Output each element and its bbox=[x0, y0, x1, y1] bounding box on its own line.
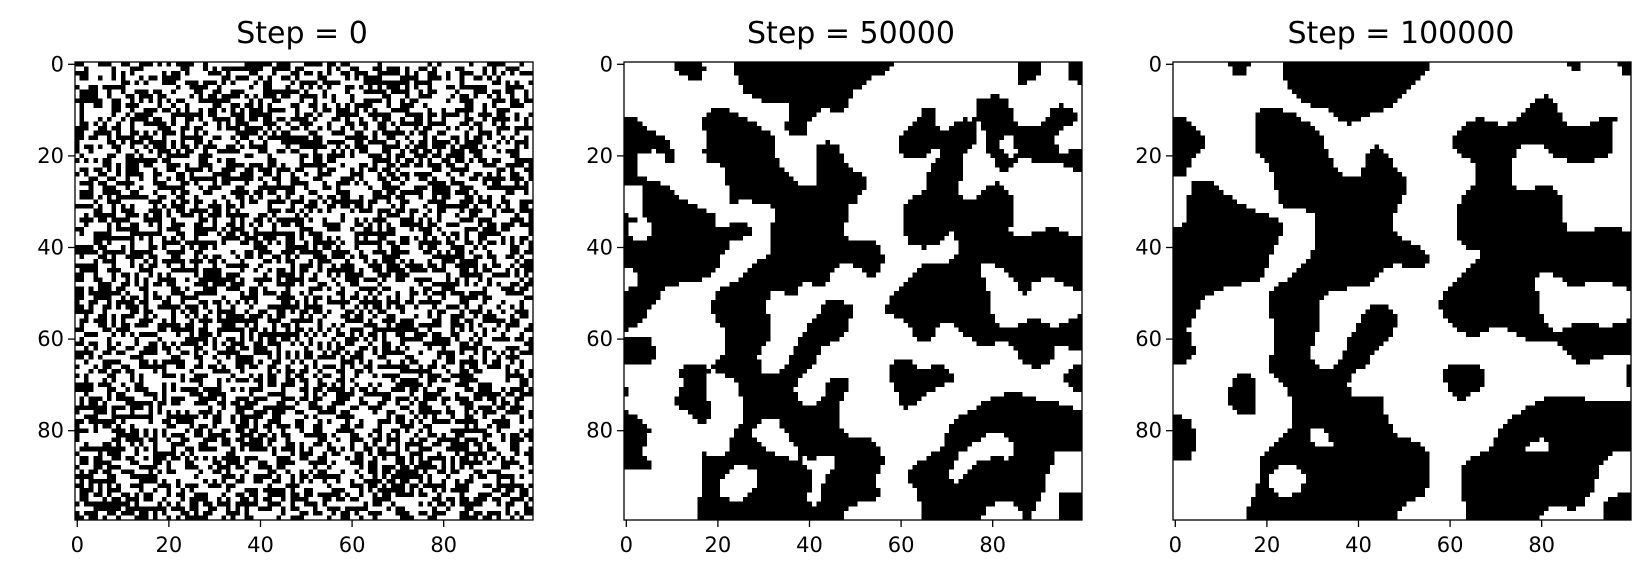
x-tick-label: 80 bbox=[1528, 533, 1555, 557]
y-tick-label: 20 bbox=[1135, 144, 1162, 168]
y-tick-label: 20 bbox=[37, 144, 64, 168]
y-tick-label: 40 bbox=[37, 235, 64, 259]
heatmap bbox=[1173, 62, 1631, 520]
panel-step-50000: Step = 50000 0 20 40 60 80 0 20 40 60 80 bbox=[586, 16, 1083, 557]
x-tick-label: 0 bbox=[1169, 533, 1182, 557]
x-tick-label: 60 bbox=[1437, 533, 1464, 557]
heatmap bbox=[75, 62, 533, 520]
heatmap-cells bbox=[624, 62, 1082, 520]
x-tick-label: 40 bbox=[247, 533, 274, 557]
y-tick-label: 20 bbox=[586, 144, 613, 168]
x-tick-label: 0 bbox=[71, 533, 84, 557]
x-tick-label: 80 bbox=[979, 533, 1006, 557]
panel-title: Step = 0 bbox=[236, 16, 368, 51]
y-tick-label: 0 bbox=[600, 52, 613, 76]
x-tick-label: 20 bbox=[705, 533, 732, 557]
axis-ticks: 0 20 40 60 80 0 20 40 60 80 bbox=[586, 52, 1006, 557]
heatmap-cells bbox=[75, 62, 533, 520]
y-tick-label: 0 bbox=[51, 52, 64, 76]
x-tick-label: 60 bbox=[339, 533, 366, 557]
x-tick-label: 20 bbox=[1254, 533, 1281, 557]
axes-frame bbox=[1172, 61, 1632, 521]
axes-frame bbox=[74, 61, 534, 521]
axes-frame bbox=[623, 61, 1083, 521]
x-tick-label: 60 bbox=[888, 533, 915, 557]
x-tick-label: 40 bbox=[796, 533, 823, 557]
panel-title: Step = 100000 bbox=[1287, 16, 1514, 51]
y-tick-label: 80 bbox=[1135, 419, 1162, 443]
y-tick-label: 40 bbox=[586, 235, 613, 259]
y-tick-label: 80 bbox=[586, 419, 613, 443]
y-tick-label: 60 bbox=[37, 327, 64, 351]
heatmap bbox=[624, 62, 1082, 520]
panel-step-0: Step = 0 0 20 40 60 80 0 20 40 60 80 bbox=[37, 16, 534, 557]
heatmap-cells bbox=[1173, 62, 1631, 520]
x-tick-label: 0 bbox=[620, 533, 633, 557]
x-tick-label: 20 bbox=[156, 533, 183, 557]
x-tick-label: 80 bbox=[430, 533, 457, 557]
x-tick-label: 40 bbox=[1345, 533, 1372, 557]
y-tick-label: 80 bbox=[37, 419, 64, 443]
y-tick-label: 0 bbox=[1149, 52, 1162, 76]
panel-step-100000: Step = 100000 0 20 40 60 80 0 20 40 60 80 bbox=[1135, 16, 1632, 557]
panel-title: Step = 50000 bbox=[747, 16, 955, 51]
y-tick-label: 40 bbox=[1135, 235, 1162, 259]
axis-ticks: 0 20 40 60 80 0 20 40 60 80 bbox=[1135, 52, 1555, 557]
y-tick-label: 60 bbox=[1135, 327, 1162, 351]
axis-ticks: 0 20 40 60 80 0 20 40 60 80 bbox=[37, 52, 457, 557]
y-tick-label: 60 bbox=[586, 327, 613, 351]
